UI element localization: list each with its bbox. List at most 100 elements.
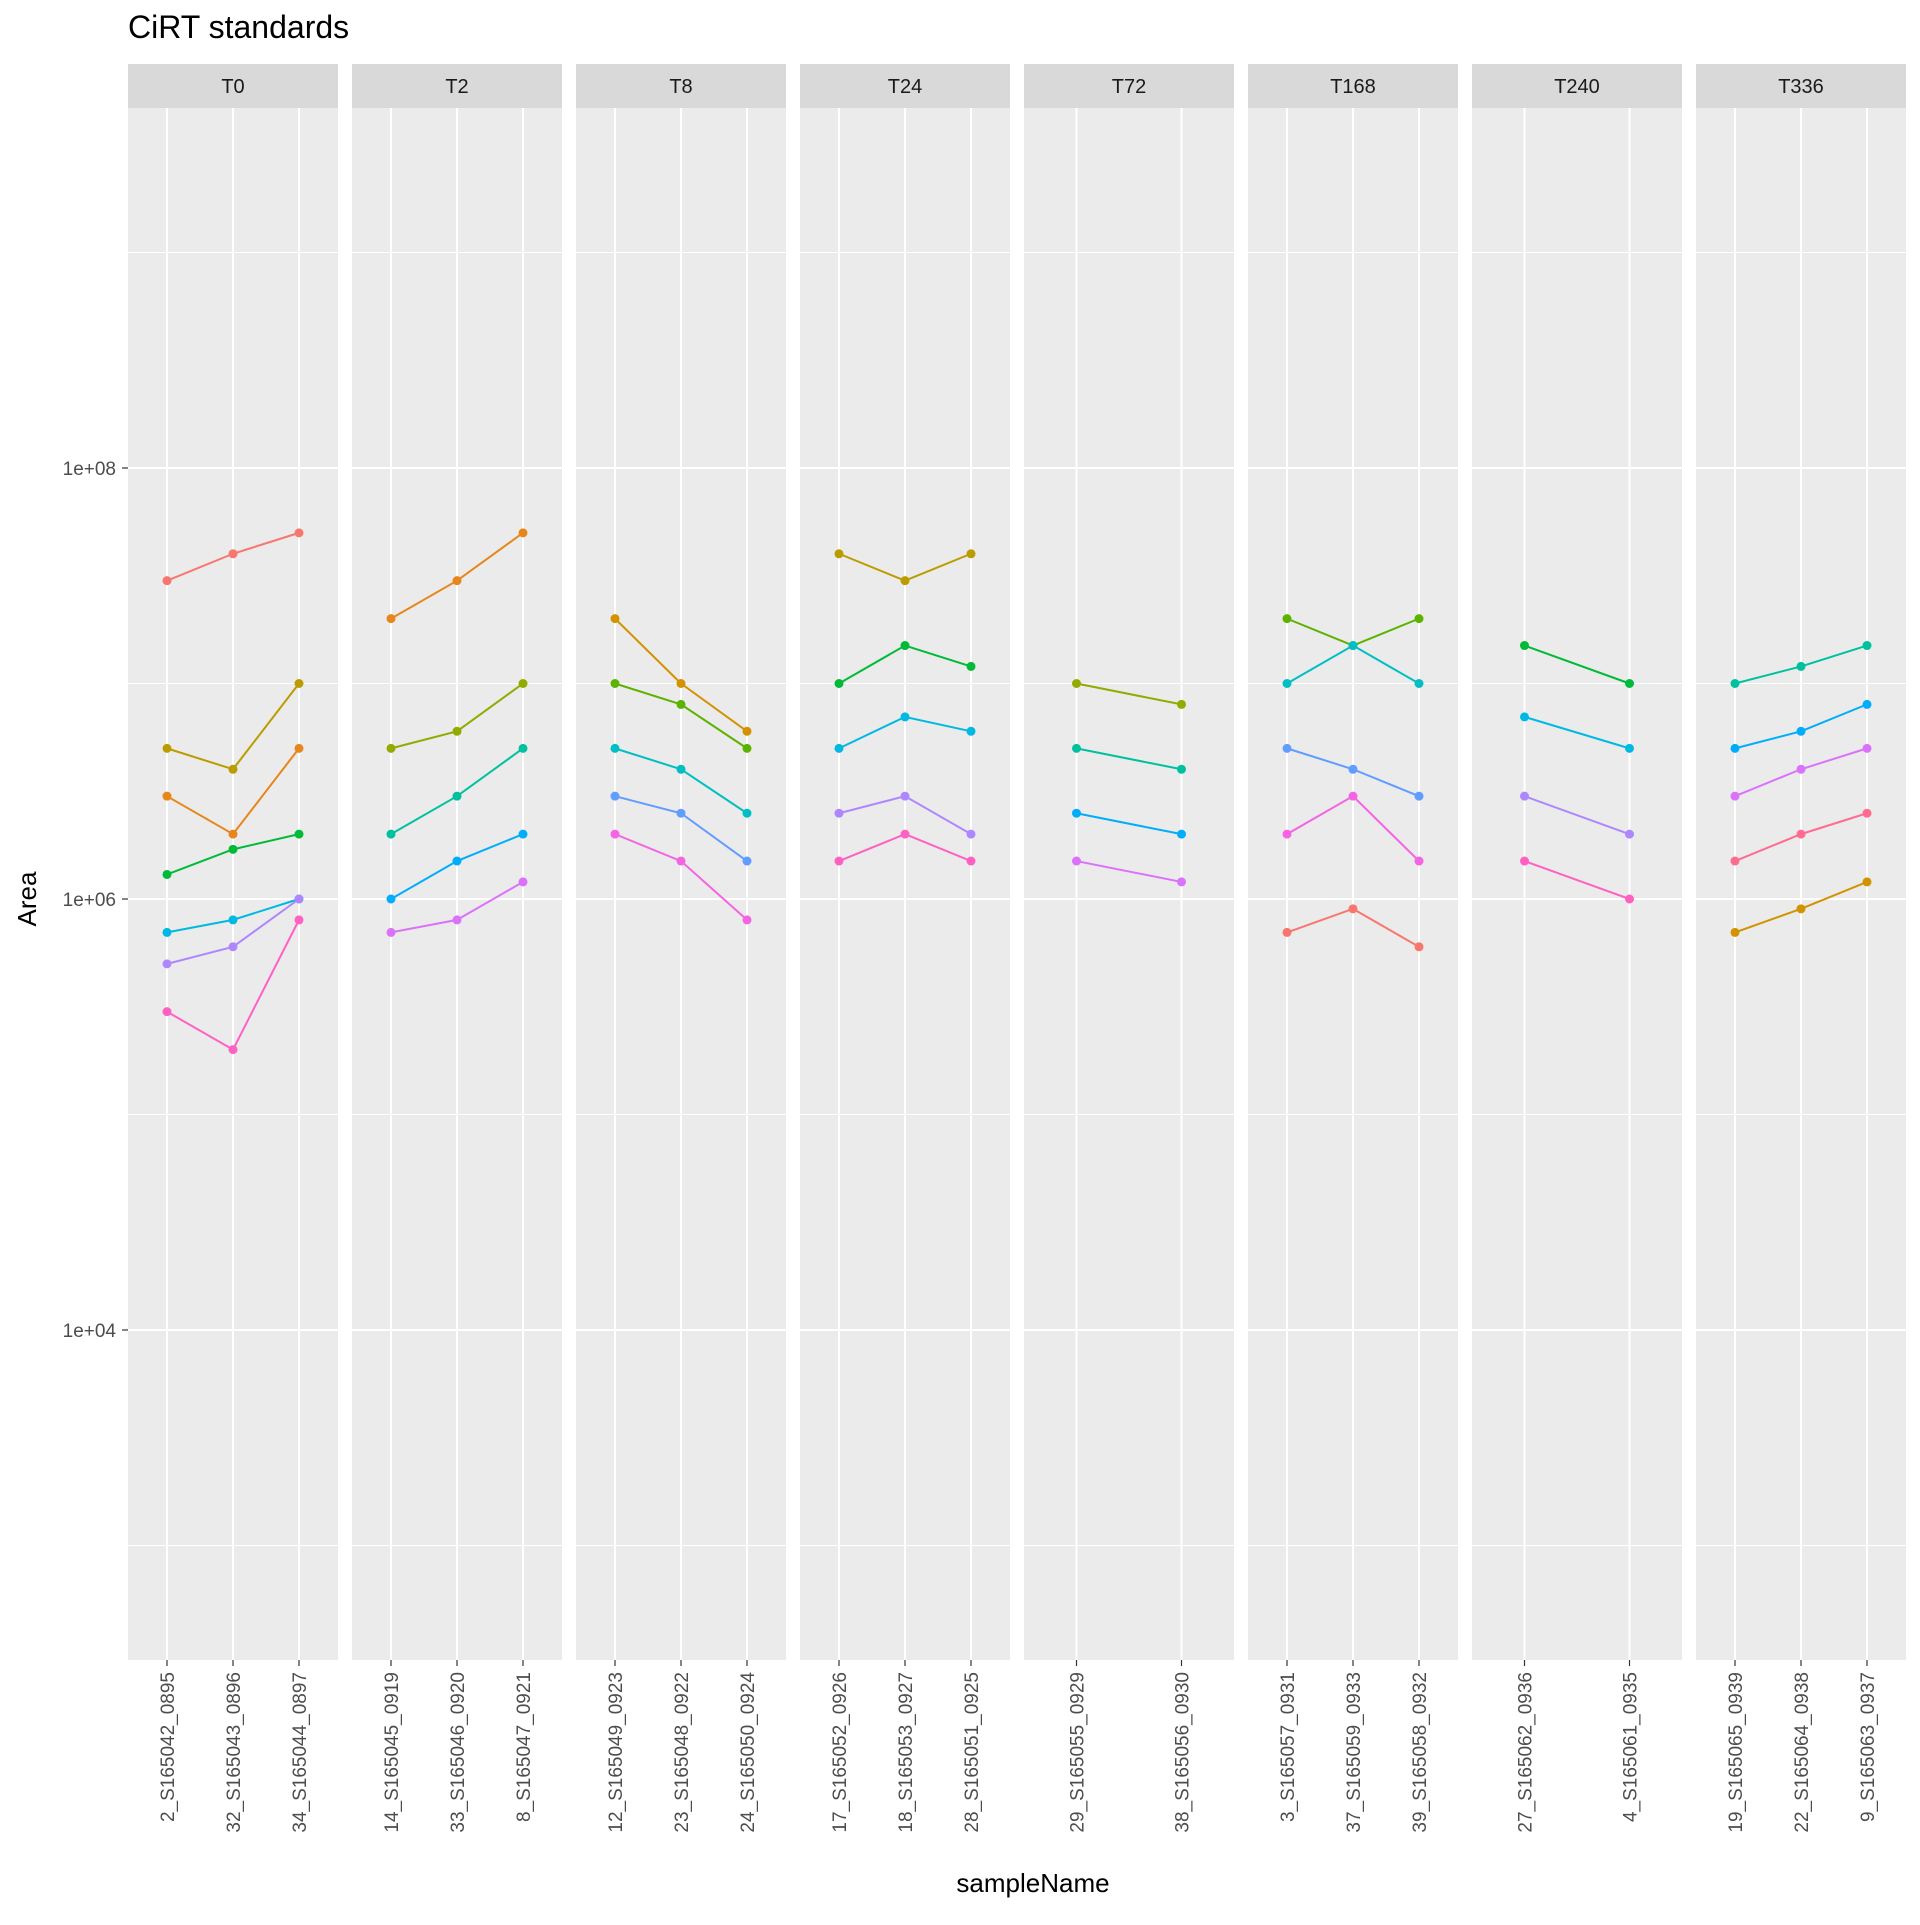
data-point bbox=[966, 856, 976, 866]
facet-strip bbox=[800, 64, 1010, 108]
data-point bbox=[162, 927, 172, 937]
data-point bbox=[742, 915, 752, 925]
x-tick-label: 37_S165059_0933 bbox=[1344, 1672, 1365, 1833]
series-line bbox=[1524, 644, 1630, 685]
y-axis-ticks: 1e+04 1e+06 1e+08 bbox=[63, 459, 128, 1342]
data-point bbox=[1072, 679, 1081, 688]
data-point bbox=[1796, 661, 1806, 671]
data-point bbox=[162, 869, 172, 879]
facet-panel: T8 12_S165049_0923 23_S165048_0922 24_S1650… bbox=[576, 64, 786, 1833]
data-point bbox=[1730, 679, 1740, 688]
data-point bbox=[966, 549, 976, 559]
data-point bbox=[1072, 856, 1081, 866]
data-point bbox=[162, 576, 172, 586]
chart-title: CiRT standards bbox=[128, 9, 349, 45]
x-tick-label: 18_S165053_0927 bbox=[896, 1672, 917, 1833]
x-tick-label: 14_S165045_0919 bbox=[382, 1672, 403, 1833]
data-point bbox=[294, 528, 304, 538]
data-point bbox=[742, 726, 752, 736]
data-point bbox=[610, 679, 620, 688]
data-point bbox=[1625, 679, 1634, 688]
data-point bbox=[1730, 791, 1740, 801]
data-point bbox=[294, 915, 304, 925]
facet-strip bbox=[1024, 64, 1234, 108]
data-point bbox=[1862, 699, 1872, 709]
data-point bbox=[294, 743, 304, 753]
data-point bbox=[1862, 743, 1872, 753]
data-point bbox=[676, 808, 686, 818]
data-point bbox=[742, 856, 752, 866]
data-point bbox=[452, 856, 462, 866]
series-line bbox=[1076, 747, 1182, 771]
data-point bbox=[1072, 743, 1081, 753]
data-point bbox=[518, 679, 528, 688]
data-point bbox=[834, 549, 844, 559]
data-point bbox=[228, 1045, 238, 1055]
data-point bbox=[834, 808, 844, 818]
data-point bbox=[518, 829, 528, 839]
x-tick-label: 32_S165043_0896 bbox=[224, 1672, 245, 1833]
x-tick-label: 24_S165050_0924 bbox=[738, 1672, 759, 1833]
data-point bbox=[1414, 614, 1424, 624]
facet-strip bbox=[576, 64, 786, 108]
data-point bbox=[1282, 614, 1292, 624]
facet-panel: T336 19_S165065_0939 22_S165064_0938 9_S165… bbox=[1696, 64, 1906, 1833]
data-point bbox=[452, 791, 462, 801]
facet-strip-label: T72 bbox=[1112, 76, 1146, 98]
x-tick-label: 33_S165046_0920 bbox=[448, 1672, 469, 1833]
data-point bbox=[228, 549, 238, 559]
x-tick-label: 2_S165042_0895 bbox=[158, 1672, 179, 1822]
data-point bbox=[1796, 764, 1806, 774]
data-point bbox=[228, 942, 238, 952]
data-point bbox=[610, 614, 620, 624]
data-point bbox=[834, 856, 844, 866]
data-point bbox=[1625, 743, 1634, 753]
data-point bbox=[1282, 927, 1292, 937]
data-point bbox=[1177, 829, 1186, 839]
data-point bbox=[676, 699, 686, 709]
data-point bbox=[900, 576, 910, 586]
data-point bbox=[294, 679, 304, 688]
data-point bbox=[452, 576, 462, 586]
facet-panel: T72 29_S165055_0929 38_S165056_0930 bbox=[1024, 64, 1234, 1833]
data-point bbox=[162, 791, 172, 801]
panel-background bbox=[1472, 108, 1682, 1660]
data-point bbox=[900, 641, 910, 651]
x-tick-label: 28_S165051_0925 bbox=[962, 1672, 983, 1833]
data-point bbox=[1520, 641, 1529, 651]
data-point bbox=[1730, 743, 1740, 753]
data-point bbox=[1282, 829, 1292, 839]
x-tick-label: 34_S165044_0897 bbox=[290, 1672, 311, 1833]
series-line bbox=[1524, 860, 1630, 900]
facet-strip bbox=[1248, 64, 1458, 108]
series-line bbox=[1076, 812, 1182, 836]
data-point bbox=[966, 829, 976, 839]
x-tick-label: 12_S165049_0923 bbox=[606, 1672, 627, 1833]
data-point bbox=[1625, 894, 1634, 904]
data-point bbox=[1414, 856, 1424, 866]
data-point bbox=[742, 743, 752, 753]
x-tick-label: 27_S165062_0936 bbox=[1516, 1672, 1537, 1833]
data-point bbox=[834, 743, 844, 753]
facet-panel: T24 17_S165052_0926 18_S165053_0927 28_S165… bbox=[800, 64, 1010, 1833]
data-point bbox=[1520, 712, 1529, 722]
data-point bbox=[1520, 791, 1529, 801]
data-point bbox=[386, 614, 396, 624]
x-tick-label: 23_S165048_0922 bbox=[672, 1672, 693, 1833]
series-line bbox=[1076, 860, 1182, 883]
x-tick-label: 38_S165056_0930 bbox=[1173, 1672, 1194, 1833]
facet-panel: T2 14_S165045_0919 33_S165046_0920 8_S16504… bbox=[352, 64, 562, 1833]
facet-strip-label: T2 bbox=[445, 76, 468, 98]
data-point bbox=[1862, 641, 1872, 651]
x-tick-label: 19_S165065_0939 bbox=[1726, 1672, 1747, 1833]
facet-strip-label: T0 bbox=[221, 76, 244, 98]
data-point bbox=[1862, 877, 1872, 887]
data-point bbox=[386, 894, 396, 904]
facet-strip-label: T240 bbox=[1554, 76, 1600, 98]
data-point bbox=[1348, 791, 1358, 801]
data-point bbox=[742, 808, 752, 818]
x-tick-label: 39_S165058_0932 bbox=[1410, 1672, 1431, 1833]
data-point bbox=[1862, 808, 1872, 818]
facet-strip-label: T8 bbox=[669, 76, 692, 98]
